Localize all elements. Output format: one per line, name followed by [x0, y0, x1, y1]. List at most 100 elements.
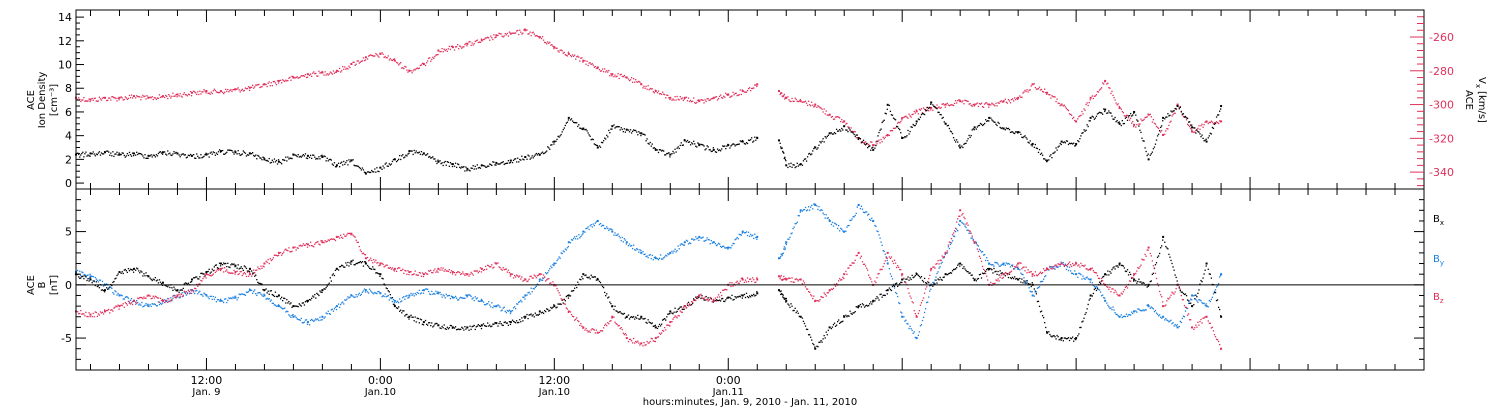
vx-fill-dot	[301, 75, 304, 77]
bx-fill-dot	[386, 287, 388, 290]
density-fill-dot	[705, 148, 707, 150]
bx-fill-dot	[337, 269, 340, 271]
bx-fill-dot	[185, 282, 188, 284]
by-fill-dot	[508, 309, 511, 311]
by-fill-dot	[421, 289, 424, 292]
density-fill-dot	[97, 152, 100, 154]
by-point	[698, 235, 701, 238]
density-fill-dot	[508, 162, 511, 164]
by-fill-dot	[1014, 268, 1016, 270]
by-fill-dot	[512, 307, 515, 309]
density-fill-dot	[680, 142, 682, 144]
by-point	[712, 241, 715, 244]
bx-fill-dot	[139, 272, 141, 274]
by-fill-dot	[835, 224, 838, 226]
density-fill-dot	[942, 116, 944, 119]
by-fill-dot	[594, 222, 597, 224]
vx-fill-dot	[151, 96, 153, 98]
density-fill-dot	[359, 167, 361, 169]
bx-fill-dot	[977, 277, 980, 280]
vx-fill-dot	[584, 60, 586, 62]
bx-fill-dot	[604, 291, 606, 294]
bx-fill-dot	[779, 290, 781, 293]
vx-fill-dot	[395, 61, 398, 64]
by-fill-dot	[968, 232, 970, 234]
density-fill-dot	[507, 160, 510, 162]
bx-fill-dot	[490, 325, 492, 328]
density-fill-dot	[634, 129, 636, 132]
bz-fill-dot	[462, 271, 464, 273]
bx-fill-dot	[881, 296, 883, 298]
bx-fill-dot	[432, 326, 434, 328]
bz-fill-dot	[489, 266, 491, 268]
vx-fill-dot	[1097, 91, 1100, 93]
bz-fill-dot	[644, 344, 646, 346]
vx-point	[147, 96, 150, 99]
bz-fill-dot	[217, 269, 220, 271]
by-fill-dot	[1000, 264, 1002, 266]
bz-fill-dot	[703, 297, 705, 300]
by-fill-dot	[644, 253, 646, 255]
bx-fill-dot	[1049, 333, 1051, 336]
density-fill-dot	[81, 152, 83, 155]
bz-fill-dot	[384, 265, 386, 267]
bz-fill-dot	[257, 266, 259, 268]
density-fill-dot	[992, 120, 994, 122]
by-fill-dot	[733, 242, 735, 245]
density-fill-dot	[263, 157, 265, 159]
vx-fill-dot	[932, 109, 934, 111]
density-fill-dot	[1030, 144, 1032, 146]
by-fill-dot	[1143, 310, 1145, 312]
bz-fill-dot	[157, 297, 160, 299]
bz-fill-dot	[663, 330, 665, 332]
bz-point	[611, 315, 614, 318]
bx-fill-dot	[827, 329, 829, 332]
bx-fill-dot	[947, 273, 950, 275]
density-point	[777, 139, 780, 142]
density-fill-dot	[276, 163, 279, 165]
bz-fill-dot	[635, 340, 637, 343]
by-fill-dot	[1209, 300, 1211, 303]
bx-fill-dot	[283, 297, 285, 299]
by-fill-dot	[540, 279, 543, 281]
bz-fill-dot	[653, 340, 656, 342]
density-fill-dot	[89, 155, 91, 157]
by-point	[988, 262, 991, 265]
density-fill-dot	[1125, 116, 1128, 118]
bx-fill-dot	[190, 280, 193, 283]
bx-fill-dot	[430, 324, 432, 327]
density-fill-dot	[1131, 115, 1133, 117]
by-fill-dot	[530, 287, 532, 289]
density-fill-dot	[530, 157, 532, 159]
bz-fill-dot	[676, 317, 678, 319]
bz-fill-dot	[586, 329, 588, 332]
bx-fill-dot	[729, 296, 731, 299]
vx-fill-dot	[706, 98, 708, 100]
bz-fill-dot	[383, 266, 385, 268]
bz-fill-dot	[556, 287, 558, 290]
bz-fill-dot	[630, 340, 633, 342]
vx-fill-dot	[260, 86, 262, 88]
bz-fill-dot	[652, 340, 654, 342]
bx-fill-dot	[981, 272, 984, 274]
density-fill-dot	[229, 149, 231, 151]
bz-fill-dot	[701, 297, 703, 299]
bx-fill-dot	[1209, 273, 1211, 275]
density-fill-dot	[879, 129, 881, 131]
bz-fill-dot	[98, 314, 101, 316]
density-fill-dot	[442, 164, 444, 167]
bz-fill-dot	[696, 296, 698, 298]
density-fill-dot	[751, 137, 753, 139]
density-point	[611, 125, 614, 128]
bx-fill-dot	[374, 268, 376, 271]
by-fill-dot	[847, 224, 849, 227]
vx-fill-dot	[1054, 96, 1056, 98]
density-fill-dot	[1219, 110, 1221, 112]
bx-fill-dot	[101, 289, 104, 291]
vx-point	[1176, 103, 1179, 106]
bx-fill-dot	[395, 307, 398, 309]
bx-point	[1104, 273, 1107, 276]
vx-fill-dot	[718, 95, 721, 98]
bx-fill-dot	[841, 321, 843, 323]
bx-fill-dot	[242, 269, 244, 272]
